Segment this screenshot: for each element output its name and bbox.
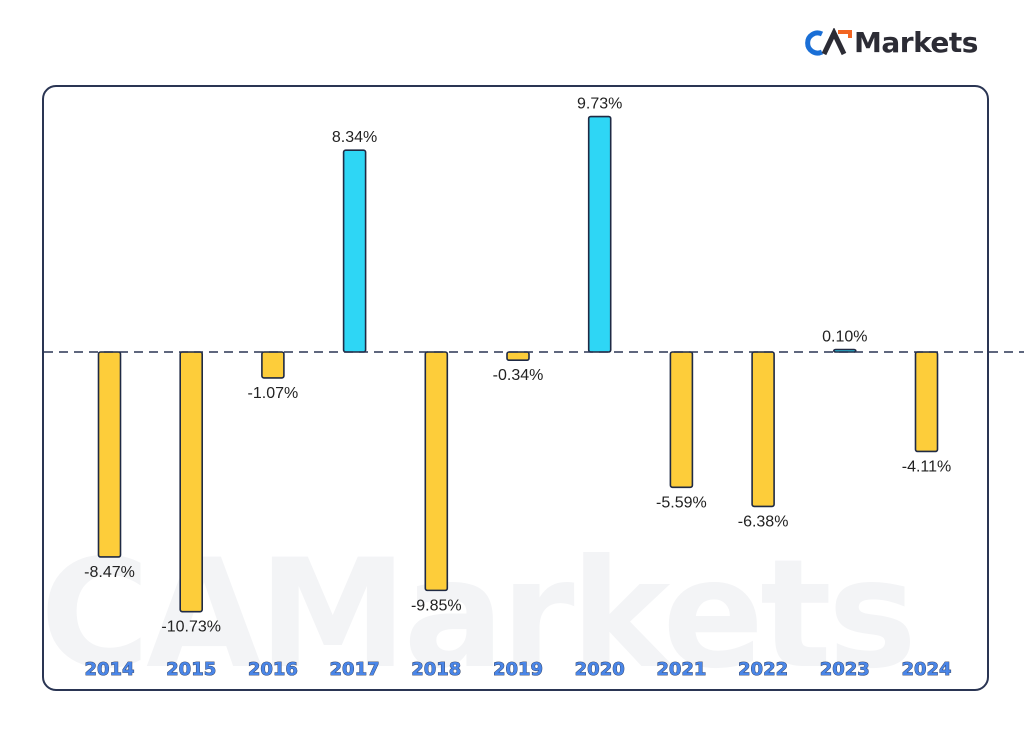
x-tick-label: 2022 bbox=[738, 659, 788, 680]
bar bbox=[587, 115, 612, 353]
data-label: 8.34% bbox=[332, 129, 377, 146]
x-tick-label: 2017 bbox=[330, 659, 380, 680]
x-tick-label: 2023 bbox=[820, 659, 870, 680]
bar bbox=[261, 351, 285, 379]
data-label: -9.85% bbox=[411, 597, 462, 614]
bar bbox=[914, 351, 939, 453]
data-label: -5.59% bbox=[656, 494, 707, 511]
data-label: -1.07% bbox=[248, 385, 299, 402]
x-tick-label: 2019 bbox=[493, 659, 543, 680]
data-label: -10.73% bbox=[161, 619, 221, 636]
data-label: -6.38% bbox=[738, 513, 789, 530]
bar bbox=[669, 351, 694, 489]
logo-mark-icon bbox=[805, 28, 852, 56]
data-label: 9.73% bbox=[577, 96, 622, 113]
bar bbox=[506, 351, 530, 362]
data-label: -4.11% bbox=[902, 458, 952, 475]
x-tick-label: 2020 bbox=[575, 659, 625, 680]
logo-text: Markets bbox=[854, 26, 978, 59]
data-label: -0.34% bbox=[493, 367, 544, 384]
bar bbox=[179, 351, 203, 613]
bar bbox=[97, 351, 122, 558]
brand-logo: Markets bbox=[800, 26, 978, 60]
x-tick-label: 2021 bbox=[656, 659, 706, 680]
x-tick-label: 2014 bbox=[84, 659, 134, 680]
x-tick-label: 2024 bbox=[901, 659, 951, 680]
bar bbox=[751, 351, 775, 508]
bar bbox=[342, 149, 367, 353]
data-label: 0.10% bbox=[822, 329, 867, 346]
x-tick-label: 2016 bbox=[248, 659, 298, 680]
x-tick-label: 2018 bbox=[411, 659, 461, 680]
bar bbox=[424, 351, 449, 592]
chart-frame bbox=[42, 85, 989, 691]
data-label: -8.47% bbox=[84, 564, 135, 581]
x-tick-label: 2015 bbox=[166, 659, 216, 680]
